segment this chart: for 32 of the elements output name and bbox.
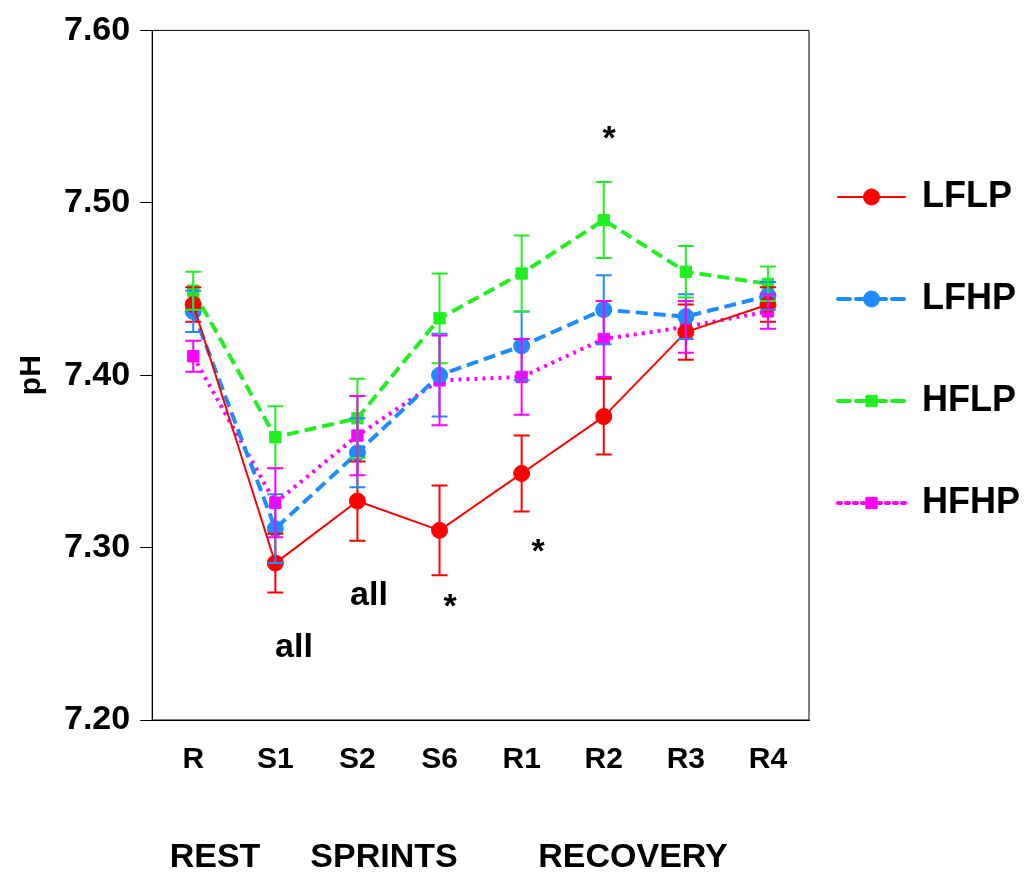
annotation: * — [531, 531, 546, 570]
annotation: all — [350, 574, 388, 613]
y-tick-label: 7.50 — [63, 181, 131, 220]
x-tick-label: R2 — [584, 741, 623, 775]
x-tick-label: R4 — [748, 741, 788, 775]
annotation: * — [602, 118, 617, 157]
y-tick-label: 7.30 — [63, 525, 131, 564]
point — [515, 267, 528, 280]
point — [187, 350, 200, 363]
y-tick-label: 7.60 — [63, 8, 131, 47]
text: REST — [169, 836, 261, 875]
x-tick-label: R1 — [502, 741, 541, 775]
y-axis-title: pH — [13, 355, 47, 396]
legend-label: HFHP — [922, 479, 1020, 521]
annotation: * — [443, 586, 458, 625]
x-tick-label: S2 — [339, 741, 376, 775]
x-tick-label: R — [182, 741, 205, 775]
x-tick-label: S6 — [421, 741, 458, 775]
point — [351, 429, 364, 442]
x-tick-label: R3 — [666, 741, 706, 775]
point — [269, 496, 282, 509]
text: SPRINTS — [310, 836, 458, 875]
point — [433, 312, 446, 325]
point — [269, 431, 282, 444]
legend-label: LFHP — [922, 275, 1016, 317]
y-tick-label: 7.20 — [63, 698, 131, 737]
x-tick-label: S1 — [256, 741, 294, 775]
y-tick-label: 7.40 — [63, 353, 131, 392]
annotation: all — [275, 626, 313, 665]
text: RECOVERY — [538, 836, 729, 875]
legend-label: LFLP — [922, 173, 1012, 215]
legend-label: HFLP — [922, 377, 1016, 419]
